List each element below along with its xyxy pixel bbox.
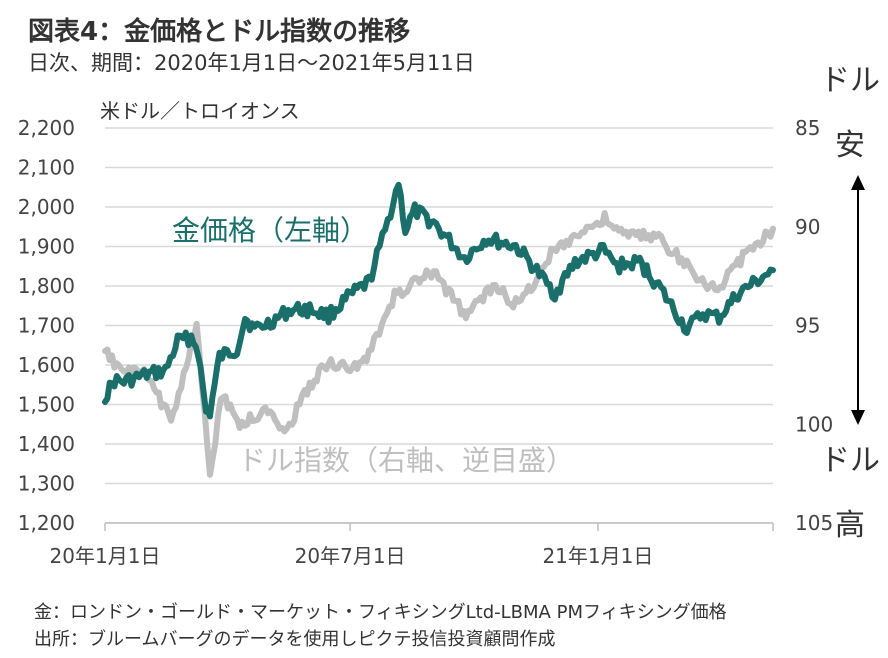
right-axis-ticks: 85 90 95 100 105 <box>795 116 833 535</box>
footnote-source-2: 出所：ブルームバーグのデータを使用しピクテ投信投資顧問作成 <box>34 628 555 650</box>
left-tick-label: 2,100 <box>18 156 75 180</box>
left-tick-label: 1,800 <box>18 274 75 298</box>
right-tick-label: 100 <box>795 412 833 436</box>
gold-price-line <box>102 181 776 420</box>
left-tick-label: 1,200 <box>18 511 75 535</box>
left-tick-label: 1,600 <box>18 353 75 377</box>
footnote-source-1: 金：ロンドン・ゴールド・マーケット・フィキシングLtd-LBMA PMフィキシン… <box>34 602 727 623</box>
x-tick-label: 20年1月1日 <box>50 544 161 568</box>
left-axis-ticks: 1,200 1,300 1,400 1,500 1,600 1,700 1,800 1,900… <box>18 116 75 535</box>
right-tick-label: 105 <box>795 511 833 535</box>
left-tick-label: 1,400 <box>18 432 75 456</box>
left-tick-label: 1,500 <box>18 393 75 417</box>
usd-series-label: ドル指数（右軸、逆目盛） <box>238 444 574 477</box>
direction-arrow <box>851 175 865 425</box>
chart-title: 図表4：金価格とドル指数の推移 <box>28 16 410 47</box>
left-tick-label: 2,000 <box>18 195 75 219</box>
left-tick-label: 1,900 <box>18 235 75 259</box>
left-tick-label: 2,200 <box>18 116 75 140</box>
right-tick-label: 90 <box>795 215 820 239</box>
x-tick-label: 20年7月1日 <box>295 544 406 568</box>
right-tick-label: 85 <box>795 116 820 140</box>
left-tick-label: 1,300 <box>18 472 75 496</box>
right-top-label-line1: ドル <box>820 63 880 98</box>
x-tick-label: 21年1月1日 <box>542 544 653 568</box>
chart-subtitle: 日次、期間：2020年1月1日～2021年5月11日 <box>28 51 475 75</box>
left-tick-label: 1,700 <box>18 314 75 338</box>
left-axis-unit-label: 米ドル／トロイオンス <box>100 99 300 123</box>
right-bottom-label-line1: ドル <box>820 443 880 478</box>
right-top-label-line2: 安 <box>835 128 865 163</box>
x-axis: 20年1月1日 20年7月1日 21年1月1日 <box>50 522 774 568</box>
usd-index-line <box>102 210 776 478</box>
right-tick-label: 95 <box>795 314 820 338</box>
right-bottom-label-line2: 高 <box>835 508 865 543</box>
gold-series-label: 金価格（左軸） <box>172 214 368 247</box>
